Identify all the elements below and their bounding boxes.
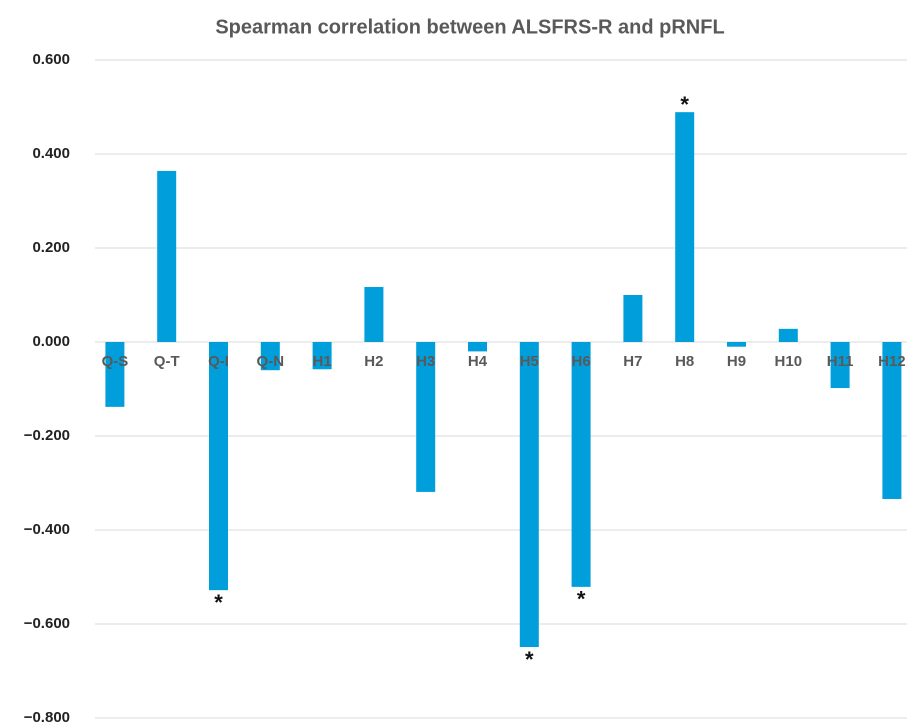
x-tick-label: Q-I [208, 353, 229, 370]
bar [209, 342, 228, 591]
x-tick-label: Q-T [154, 353, 180, 370]
y-tick-label: 0.200 [32, 239, 70, 256]
x-tick-label: H6 [572, 353, 591, 370]
bar [727, 342, 746, 347]
annotation: * [680, 92, 689, 117]
x-tick-label: Q-N [257, 353, 285, 370]
x-tick-label: H8 [675, 353, 694, 370]
bar [519, 342, 539, 648]
x-tick-label: H5 [520, 353, 539, 370]
bar [364, 287, 384, 342]
bar [882, 342, 902, 499]
x-tick-label: Q-S [102, 353, 129, 370]
bar [778, 328, 798, 342]
bar [105, 342, 125, 407]
y-tick-label: 0.400 [32, 145, 70, 162]
y-tick-label: 0.000 [32, 333, 70, 350]
bar [571, 342, 591, 587]
bar [623, 295, 643, 342]
bar [830, 342, 850, 389]
y-tick-label: −0.600 [24, 615, 70, 632]
y-tick-label: −0.400 [24, 521, 70, 538]
x-tick-label: H1 [313, 353, 332, 370]
bar [157, 170, 177, 342]
x-tick-label: H3 [416, 353, 435, 370]
chart-title: Spearman correlation between ALSFRS-R an… [215, 16, 724, 38]
x-tick-label: H7 [623, 353, 642, 370]
annotation: * [214, 590, 223, 615]
bar [675, 112, 695, 342]
x-tick-label: H4 [468, 353, 488, 370]
x-tick-label: H11 [827, 353, 854, 370]
x-tick-label: H10 [775, 353, 803, 370]
bar [260, 342, 280, 371]
x-tick-label: H2 [364, 353, 383, 370]
y-tick-label: −0.800 [24, 709, 70, 726]
annotation: * [525, 647, 534, 672]
x-tick-label: H12 [878, 353, 906, 370]
bar [312, 342, 332, 370]
y-tick-label: −0.200 [24, 427, 70, 444]
annotation: * [577, 587, 586, 612]
bar [468, 342, 487, 352]
bar [416, 342, 436, 492]
y-tick-label: 0.600 [32, 51, 70, 68]
x-tick-label: H9 [727, 353, 746, 370]
